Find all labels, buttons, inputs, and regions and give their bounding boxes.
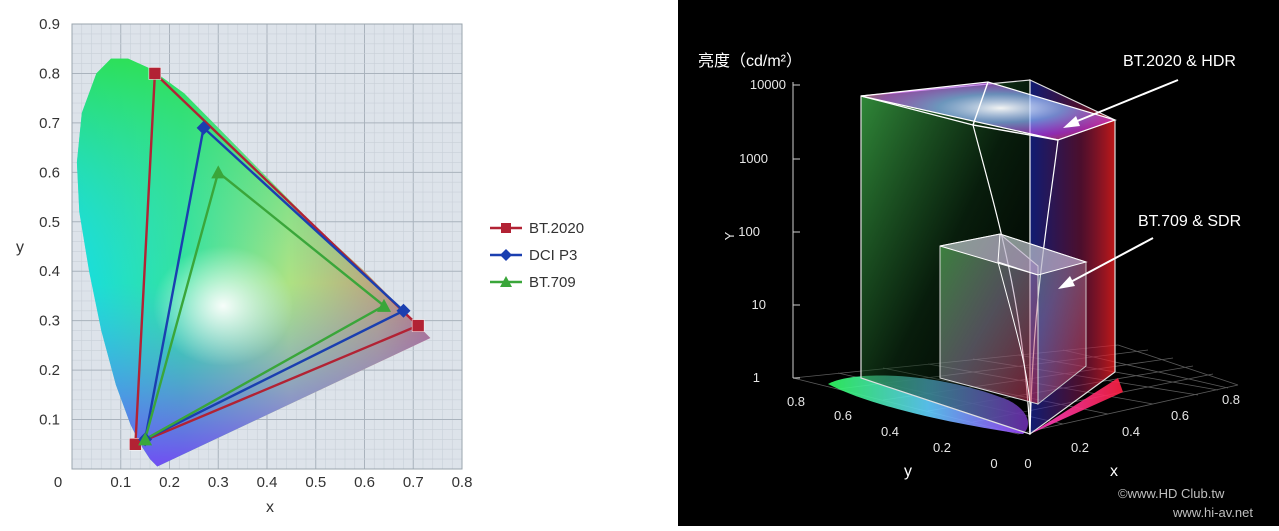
annotation-bt2020-hdr: BT.2020 & HDR xyxy=(1123,53,1236,70)
ztick-label: 100 xyxy=(738,224,760,239)
y-tick-label: 0.6 xyxy=(39,164,60,181)
gamut-vertex-marker xyxy=(211,165,226,179)
gamut-line-bt-2020 xyxy=(134,72,421,447)
x-tick-label: 0.5 xyxy=(305,474,326,491)
legend-label: BT.2020 xyxy=(529,220,584,237)
luminance-tick-marks xyxy=(793,84,800,379)
x-tick-label: 0 xyxy=(54,474,62,491)
legend: BT.2020 DCI P3 BT.709 xyxy=(490,220,584,291)
y-tick-label: 0.5 xyxy=(39,214,60,231)
volume-chart-svg: 10000 1000 100 10 1 Y 亮度（cd/m²） 0.8 0.6 … xyxy=(698,52,1253,520)
gamut-line-bt-709 xyxy=(143,171,387,442)
gamut-vertex-marker xyxy=(148,67,162,80)
x-tick-label: 0.8 xyxy=(452,474,473,491)
y-tick-label: 0.8 xyxy=(39,65,60,82)
ztick-label: 1 xyxy=(753,370,760,385)
x-tick-label: 0 xyxy=(1024,456,1031,471)
floor-x-label: x xyxy=(1110,463,1118,480)
x-tick-label: 0.6 xyxy=(1171,408,1189,423)
y-tick-label: 0.2 xyxy=(39,362,60,379)
floor-x-ticks: 0 0.2 0.4 0.6 0.8 x xyxy=(1024,392,1240,480)
plot-frame xyxy=(71,23,463,470)
x-tick-label: 0.6 xyxy=(354,474,375,491)
legend-marker xyxy=(501,223,511,233)
gamut-vertex-marker xyxy=(196,120,211,135)
y-tick-label: 0.6 xyxy=(834,408,852,423)
y-tick-label: 0.3 xyxy=(39,313,60,330)
luminance-title: 亮度（cd/m²） xyxy=(698,52,802,70)
y-tick-label: 0.7 xyxy=(39,115,60,132)
y-tick-label: 0.2 xyxy=(933,440,951,455)
x-tick-label: 0.2 xyxy=(159,474,180,491)
x-axis-label: x xyxy=(266,499,274,516)
gamut-vertex-marker xyxy=(377,298,391,312)
gamut-vertex-marker xyxy=(396,303,411,318)
floor-y-ticks: 0.8 0.6 0.4 0.2 0 y xyxy=(787,394,998,480)
x-axis-ticks: 0 0.1 0.2 0.3 0.4 0.5 0.6 0.7 0.8 xyxy=(54,474,473,491)
annotation-arrow-bt2020 xyxy=(1063,79,1179,128)
bt709-sdr-volume xyxy=(939,233,1088,406)
x-tick-label: 0.7 xyxy=(403,474,424,491)
annotation-arrow-bt709 xyxy=(1058,237,1154,289)
watermark-line2: www.hi-av.net xyxy=(1172,505,1253,520)
base-red-wedge xyxy=(1030,378,1123,434)
y-tick-label: 0.1 xyxy=(39,412,60,429)
legend-marker xyxy=(500,276,512,287)
gamut-vertex-marker xyxy=(411,319,425,332)
y-axis-label: y xyxy=(16,239,24,256)
x-tick-label: 0.2 xyxy=(1071,440,1089,455)
y-tick-label: 0 xyxy=(990,456,997,471)
annotation-bt709-sdr: BT.709 & SDR xyxy=(1138,213,1241,230)
x-tick-label: 0.1 xyxy=(110,474,131,491)
x-tick-label: 0.4 xyxy=(257,474,278,491)
y-axis-ticks: 0.1 0.2 0.3 0.4 0.5 0.6 0.7 0.8 0.9 xyxy=(39,16,60,429)
ztick-label: 10000 xyxy=(750,77,786,92)
x-tick-label: 0.3 xyxy=(208,474,229,491)
y-tick-label: 0.4 xyxy=(39,263,60,280)
x-tick-label: 0.8 xyxy=(1222,392,1240,407)
y-tick-label: 0.9 xyxy=(39,16,60,33)
y-tick-label: 0.4 xyxy=(881,424,899,439)
watermark-line1: ©www.HD Club.tw xyxy=(1118,486,1225,501)
legend-marker xyxy=(500,249,512,261)
hdr-volume-chart: 10000 1000 100 10 1 Y 亮度（cd/m²） 0.8 0.6 … xyxy=(678,0,1279,526)
legend-label: BT.709 xyxy=(529,274,576,291)
ztick-label: 1000 xyxy=(739,151,768,166)
gamut-triangles xyxy=(129,67,425,451)
white-point-glow xyxy=(153,245,294,366)
cie-chromaticity-chart: 0 0.1 0.2 0.3 0.4 0.5 0.6 0.7 0.8 0.1 0.2 0.3 0.4 0.… xyxy=(0,0,610,526)
x-tick-label: 0.4 xyxy=(1122,424,1140,439)
y-tick-label: 0.8 xyxy=(787,394,805,409)
cie-chart-svg: 0 0.1 0.2 0.3 0.4 0.5 0.6 0.7 0.8 0.10.20.30.40.… xyxy=(16,16,584,516)
legend-label: DCI P3 xyxy=(529,247,577,264)
gamut-vertex-marker xyxy=(138,432,153,446)
z-axis-label: Y xyxy=(722,231,737,240)
panel-gap xyxy=(610,0,678,526)
gamut-line-dci-p3 xyxy=(143,126,406,442)
floor-y-label: y xyxy=(904,463,912,480)
ztick-label: 10 xyxy=(752,297,766,312)
luminance-tick-labels: 10000 1000 100 10 1 xyxy=(738,77,786,385)
